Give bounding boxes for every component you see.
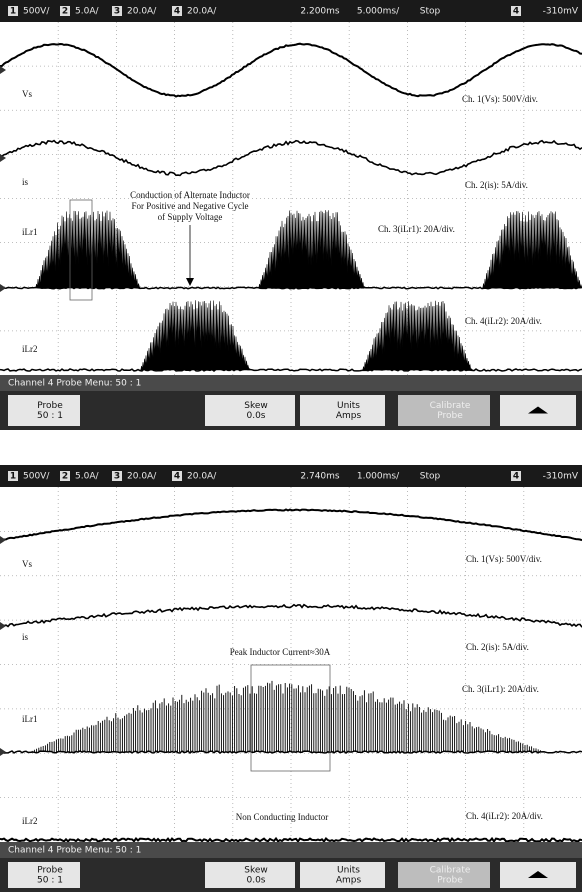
- channel-number: 3: [114, 7, 120, 17]
- trigger-level: -310mV: [543, 472, 579, 482]
- softkey-value: 50 : 1: [37, 876, 63, 886]
- trace-label: iLr1: [22, 714, 38, 724]
- channel-number: 3: [114, 472, 120, 482]
- trace-label: is: [22, 632, 29, 642]
- channel-scale: 500V/: [23, 7, 50, 17]
- screenshot: 1 500V/2 5.0A/3 20.0A/4 20.0A/2.200ms 5.000ms…: [0, 0, 582, 892]
- annotation: of Supply Voltage: [158, 212, 223, 222]
- trace-label: is: [22, 177, 29, 187]
- trace-label: iLr2: [22, 344, 38, 354]
- annotation: Peak Inductor Current≈30A: [230, 647, 331, 657]
- trace-label: Ch. 3(iLr1): 20A/div.: [378, 224, 455, 234]
- softkey-value: Amps: [336, 411, 362, 421]
- channel-number: 4: [174, 7, 180, 17]
- timebase: 1.000ms/: [357, 472, 400, 482]
- softkey-label: Probe: [37, 866, 63, 876]
- trace-label: Ch. 2(is): 5A/div.: [465, 180, 528, 190]
- annotation: For Positive and Negative Cycle: [132, 201, 249, 211]
- channel-scale: 5.0A/: [75, 472, 99, 482]
- trace-label: Ch. 2(is): 5A/div.: [466, 642, 529, 652]
- trigger-level: -310mV: [543, 7, 579, 17]
- channel-scale: 20.0A/: [187, 472, 217, 482]
- softkey-label: Units: [337, 401, 360, 411]
- softkey-value: 50 : 1: [37, 411, 63, 421]
- scope-panel: 1 500V/2 5.0A/3 20.0A/4 20.0A/2.200ms 5.000ms…: [0, 0, 582, 430]
- softkey-label: Calibrate: [430, 401, 471, 411]
- channel-number: 2: [62, 472, 68, 482]
- run-status: Stop: [420, 472, 441, 482]
- scope-panel: 1 500V/2 5.0A/3 20.0A/4 20.0A/2.740ms 1.000ms…: [0, 465, 582, 892]
- trace-label: Ch. 1(Vs): 500V/div.: [466, 554, 542, 564]
- trace-label: Ch. 1(Vs): 500V/div.: [462, 94, 538, 104]
- channel-number: 1: [10, 472, 16, 482]
- run-status: Stop: [420, 7, 441, 17]
- channel-number: 4: [174, 472, 180, 482]
- softkey-value: Probe: [437, 411, 463, 421]
- graticule: [0, 487, 582, 842]
- menu-title: Channel 4 Probe Menu: 50 : 1: [8, 846, 141, 856]
- menu-title: Channel 4 Probe Menu: 50 : 1: [8, 379, 141, 389]
- trace-label: Ch. 3(iLr1): 20A/div.: [462, 684, 539, 694]
- softkey-label: Skew: [244, 866, 268, 876]
- softkey-value: Amps: [336, 876, 362, 886]
- trace-label: Ch. 4(iLr2): 20A/div.: [465, 316, 542, 326]
- channel-number: 1: [10, 7, 16, 17]
- softkey-label: Calibrate: [430, 866, 471, 876]
- softkey-value: Probe: [437, 876, 463, 886]
- timebase: 5.000ms/: [357, 7, 400, 17]
- trace-label: iLr1: [22, 227, 38, 237]
- trigger-channel: 4: [513, 7, 519, 17]
- trace-label: Vs: [22, 559, 32, 569]
- channel-scale: 20.0A/: [127, 7, 157, 17]
- trace-label: Vs: [22, 89, 32, 99]
- softkey-label: Units: [337, 866, 360, 876]
- softkey-value: 0.0s: [246, 876, 265, 886]
- trigger-channel: 4: [513, 472, 519, 482]
- trace-label: Ch. 4(iLr2): 20A/div.: [466, 811, 543, 821]
- softkey-label: Skew: [244, 401, 268, 411]
- channel-number: 2: [62, 7, 68, 17]
- channel-scale: 500V/: [23, 472, 50, 482]
- channel-scale: 20.0A/: [127, 472, 157, 482]
- channel-scale: 5.0A/: [75, 7, 99, 17]
- annotation: Non Conducting Inductor: [236, 812, 329, 822]
- channel-scale: 20.0A/: [187, 7, 217, 17]
- softkey-label: Probe: [37, 401, 63, 411]
- annotation: Conduction of Alternate Inductor: [130, 190, 250, 200]
- delay: 2.740ms: [300, 472, 340, 482]
- softkey-value: 0.0s: [246, 411, 265, 421]
- delay: 2.200ms: [300, 7, 340, 17]
- trace-label: iLr2: [22, 816, 38, 826]
